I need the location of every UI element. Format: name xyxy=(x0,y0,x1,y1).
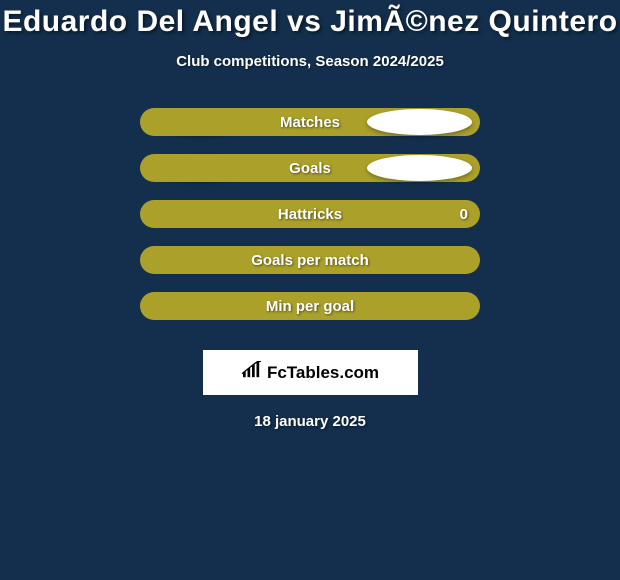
player-right-marker xyxy=(367,109,472,135)
watermark-text: FcTables.com xyxy=(267,363,379,383)
stat-value: 0 xyxy=(460,206,468,223)
page-title: Eduardo Del Angel vs JimÃ©nez Quintero xyxy=(2,5,617,39)
stats-row: Hattricks 0 xyxy=(140,200,480,228)
player-right-marker xyxy=(367,155,472,181)
chart-icon xyxy=(241,361,263,384)
page-subtitle: Club competitions, Season 2024/2025 xyxy=(176,53,444,70)
stat-label: Matches xyxy=(280,114,340,131)
stats-list: Matches4 Goals0 Hattricks 0 Goals per match M… xyxy=(140,108,480,338)
stat-bar: Goals per match xyxy=(140,246,480,274)
main-container: Eduardo Del Angel vs JimÃ©nez Quintero C… xyxy=(0,0,620,580)
stats-row: Goals per match xyxy=(140,246,480,274)
watermark: FcTables.com xyxy=(241,361,379,384)
stat-bar: Min per goal xyxy=(140,292,480,320)
stat-label: Goals per match xyxy=(251,252,369,269)
stat-label: Hattricks xyxy=(278,206,342,223)
stats-row: Goals0 xyxy=(140,154,480,182)
stat-bar: Hattricks 0 xyxy=(140,200,480,228)
date-label: 18 january 2025 xyxy=(254,413,366,430)
stat-label: Goals xyxy=(289,160,331,177)
stats-row: Min per goal xyxy=(140,292,480,320)
stat-label: Min per goal xyxy=(266,298,354,315)
stats-row: Matches4 xyxy=(140,108,480,136)
watermark-box: FcTables.com xyxy=(203,350,418,395)
